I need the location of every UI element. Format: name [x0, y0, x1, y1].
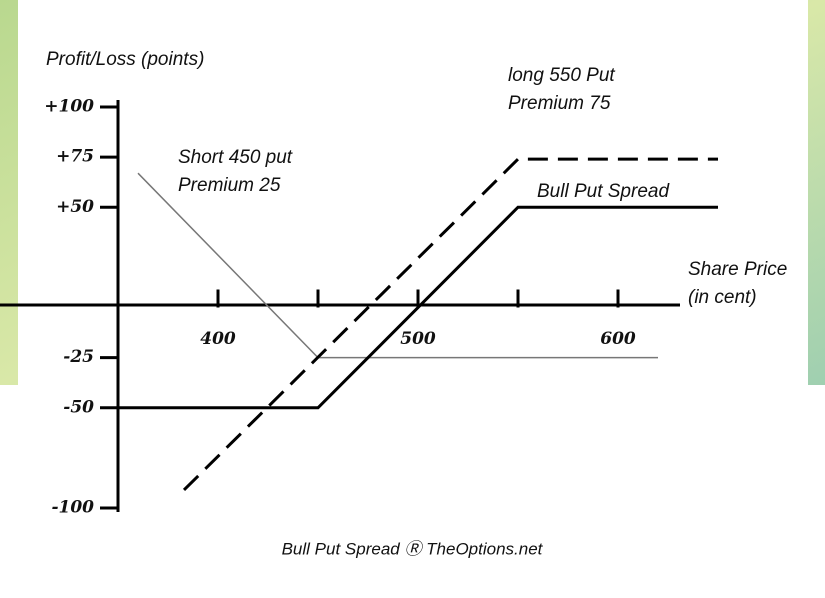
series-label: Short 450 put [178, 147, 293, 168]
y-tick-label: +50 [56, 197, 94, 217]
y-tick-label: -100 [51, 498, 94, 518]
series-note: Premium 75 [508, 93, 611, 114]
page: Profit/Loss (points) Share Price (in cen… [0, 0, 825, 598]
y-tick-label: +100 [44, 97, 94, 117]
chart: Profit/Loss (points) Share Price (in cen… [0, 0, 825, 598]
y-tick-label: -25 [63, 347, 94, 367]
x-tick-label: 400 [200, 329, 236, 349]
series-label: Bull Put Spread [537, 181, 670, 202]
caption: Bull Put Spread Ⓡ TheOptions.net [282, 539, 544, 558]
series-note: Premium 25 [178, 175, 281, 196]
x-tick-label: 600 [600, 329, 636, 349]
x-axis-title: (in cent) [688, 287, 757, 308]
x-axis-title: Share Price [688, 259, 787, 280]
y-tick-label: -50 [63, 397, 94, 417]
series-label: long 550 Put [508, 65, 615, 86]
y-tick-label: +75 [56, 147, 94, 167]
y-axis-title: Profit/Loss (points) [46, 49, 204, 70]
x-tick-label: 500 [400, 329, 436, 349]
